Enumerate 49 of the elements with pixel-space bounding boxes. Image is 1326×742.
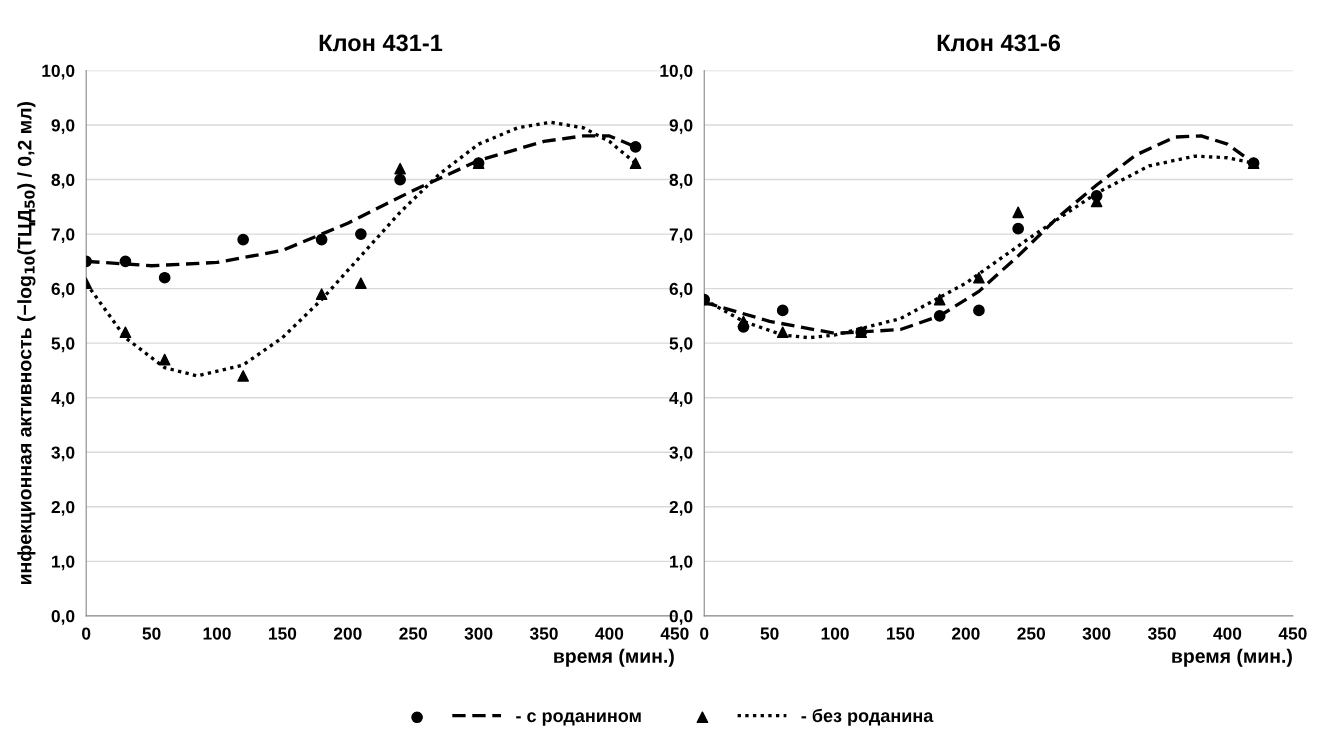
- x-tick-label: 100: [203, 627, 231, 640]
- x-tick-label: 0: [82, 627, 91, 640]
- y-tick-label: 7,0: [51, 228, 75, 244]
- y-tick-label: 9,0: [669, 119, 693, 135]
- y-tick-label: 3,0: [669, 446, 693, 462]
- y-tick-label: 8,0: [51, 173, 75, 189]
- chart-title: Клон 431-6: [937, 34, 1061, 52]
- y-tick-label: 2,0: [669, 500, 693, 516]
- y-tick-label: 4,0: [669, 391, 693, 407]
- x-tick-label: 50: [760, 627, 779, 640]
- x-tick-label: 200: [951, 627, 980, 640]
- x-tick-label: 50: [142, 627, 161, 640]
- y-tick-label: 5,0: [669, 337, 693, 353]
- chart-title: Клон 431-1: [319, 34, 443, 52]
- x-tick-label: 250: [399, 627, 427, 640]
- x-tick-label: 350: [529, 627, 558, 640]
- y-tick-label: 6,0: [51, 282, 75, 298]
- x-tick-label: 150: [269, 627, 297, 640]
- x-tick-label: 100: [821, 627, 849, 640]
- y-tick-label: 1,0: [670, 555, 693, 571]
- x-tick-label: 450: [1278, 627, 1307, 640]
- legend-label: - без роданина: [801, 708, 934, 726]
- y-tick-label: 0,0: [669, 610, 693, 625]
- x-tick-label: 200: [333, 627, 362, 640]
- y-tick-label: 4,0: [51, 391, 75, 407]
- y-tick-label: 10,0: [42, 64, 75, 80]
- x-tick-label: 400: [595, 627, 624, 640]
- x-tick-label: 300: [464, 627, 493, 640]
- x-tick-label: 350: [1147, 627, 1176, 640]
- legend-label: - с роданином: [516, 712, 641, 726]
- x-tick-label: 400: [1213, 627, 1242, 640]
- y-tick-label: 3,0: [51, 446, 75, 462]
- x-axis-title: время (мин.): [554, 648, 674, 667]
- y-axis-title: инфекционная активность (−log$_{10}$(ТЦД$_{50}$) / 0,2 мл): [17, 102, 36, 585]
- x-tick-label: 150: [887, 627, 915, 640]
- y-tick-label: 2,0: [51, 500, 75, 516]
- x-tick-label: 0: [700, 627, 709, 640]
- y-tick-label: 8,0: [669, 173, 693, 189]
- y-tick-label: 6,0: [669, 282, 693, 298]
- x-tick-label: 300: [1082, 627, 1111, 640]
- x-tick-label: 450: [660, 627, 689, 640]
- y-tick-label: 1,0: [52, 555, 75, 571]
- y-tick-label: 5,0: [51, 337, 75, 353]
- y-tick-label: 7,0: [669, 228, 693, 244]
- y-tick-label: 10,0: [660, 64, 693, 80]
- x-axis-title: время (мин.): [1172, 648, 1292, 667]
- x-tick-label: 250: [1017, 627, 1046, 640]
- y-tick-label: 0,0: [51, 610, 75, 625]
- y-tick-label: 9,0: [51, 119, 75, 135]
